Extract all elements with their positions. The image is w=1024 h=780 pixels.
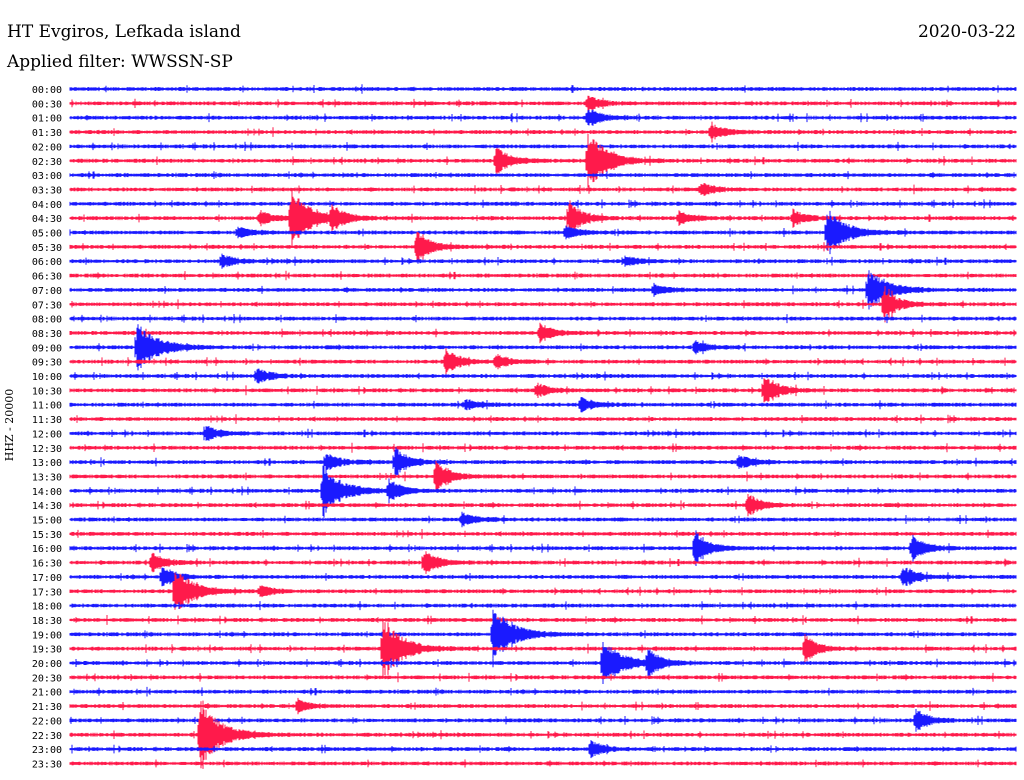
time-tick-label: 13:30	[32, 472, 62, 483]
time-tick-label: 16:30	[32, 559, 62, 570]
time-tick-label: 08:30	[32, 329, 62, 340]
station-title: HT Evgiros, Lefkada island	[7, 22, 241, 42]
time-tick-label: 19:30	[32, 645, 62, 656]
time-tick-label: 04:00	[32, 200, 62, 211]
time-tick-label: 20:00	[32, 659, 62, 670]
time-tick-label: 17:00	[32, 573, 62, 584]
time-tick-label: 05:30	[32, 243, 62, 254]
time-tick-label: 12:00	[32, 429, 62, 440]
time-tick-label: 12:30	[32, 444, 62, 455]
time-tick-label: 22:00	[32, 716, 62, 727]
time-tick-label: 03:30	[32, 185, 62, 196]
time-tick-label: 14:30	[32, 501, 62, 512]
filter-label: Applied filter: WWSSN-SP	[6, 52, 233, 72]
time-tick-label: 11:30	[32, 415, 62, 426]
time-tick-label: 17:30	[32, 587, 62, 598]
time-tick-label: 03:00	[32, 171, 62, 182]
time-tick-label: 18:00	[32, 602, 62, 613]
time-tick-label: 11:00	[32, 401, 62, 412]
channel-axis-label: HHZ - 20000	[3, 389, 16, 462]
time-tick-label: 01:30	[32, 128, 62, 139]
time-tick-label: 13:00	[32, 458, 62, 469]
time-tick-label: 08:00	[32, 315, 62, 326]
time-tick-label: 19:00	[32, 630, 62, 641]
time-tick-label: 21:30	[32, 702, 62, 713]
time-tick-label: 18:30	[32, 616, 62, 627]
seismic-traces	[69, 84, 1017, 769]
time-tick-label: 00:30	[32, 99, 62, 110]
time-tick-label: 14:00	[32, 487, 62, 498]
time-tick-label: 09:00	[32, 343, 62, 354]
time-tick-label: 09:30	[32, 358, 62, 369]
time-tick-label: 23:30	[32, 759, 62, 770]
time-tick-label: 02:30	[32, 157, 62, 168]
time-tick-label: 15:00	[32, 516, 62, 527]
time-tick-label: 06:30	[32, 272, 62, 283]
time-tick-label: 04:30	[32, 214, 62, 225]
time-tick-label: 02:00	[32, 142, 62, 153]
time-tick-label: 05:00	[32, 229, 62, 240]
time-tick-label: 07:00	[32, 286, 62, 297]
time-tick-label: 23:00	[32, 745, 62, 756]
time-tick-label: 06:00	[32, 257, 62, 268]
time-tick-labels: 00:00 00:30 01:00 01:30 02:00 02:30 03:00 03:30…	[32, 85, 62, 770]
time-tick-label: 16:00	[32, 544, 62, 555]
time-tick-label: 22:30	[32, 731, 62, 742]
time-tick-label: 10:00	[32, 372, 62, 383]
time-tick-label: 15:30	[32, 530, 62, 541]
time-tick-label: 21:00	[32, 688, 62, 699]
time-tick-label: 10:30	[32, 386, 62, 397]
time-tick-label: 00:00	[32, 85, 62, 96]
time-tick-label: 07:30	[32, 300, 62, 311]
time-tick-label: 20:30	[32, 673, 62, 684]
time-tick-label: 01:00	[32, 114, 62, 125]
record-date: 2020-03-22	[918, 22, 1016, 42]
